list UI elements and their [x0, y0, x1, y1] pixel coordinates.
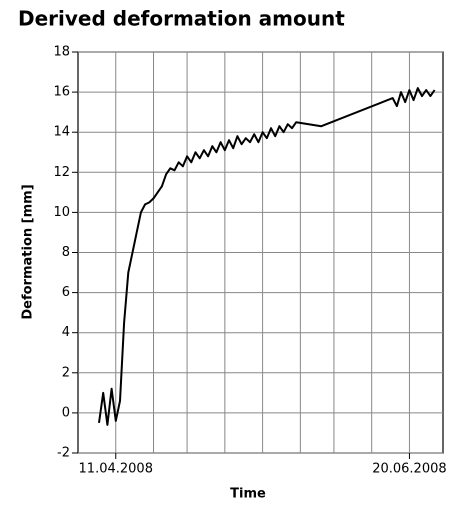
- chart-title: Derived deformation amount: [18, 7, 345, 31]
- x-tick-label: 20.06.2008: [372, 462, 446, 477]
- y-tick-label: 4: [62, 325, 70, 340]
- x-axis-label: Time: [230, 487, 266, 502]
- y-tick-label: 2: [62, 365, 70, 380]
- y-axis-label: Deformation [mm]: [21, 184, 36, 319]
- y-tick-label: 14: [53, 125, 70, 140]
- y-tick-label: 6: [62, 285, 70, 300]
- y-tick-label: 0: [62, 405, 70, 420]
- y-tick-label: 18: [53, 45, 70, 60]
- y-tick-label: 8: [62, 245, 70, 260]
- data-line: [98, 87, 436, 426]
- y-tick-label: 12: [53, 165, 70, 180]
- y-tick-label: -2: [57, 446, 70, 461]
- y-tick-label: 16: [53, 85, 70, 100]
- y-tick-label: 10: [53, 205, 70, 220]
- x-tick-label: 11.04.2008: [79, 462, 153, 477]
